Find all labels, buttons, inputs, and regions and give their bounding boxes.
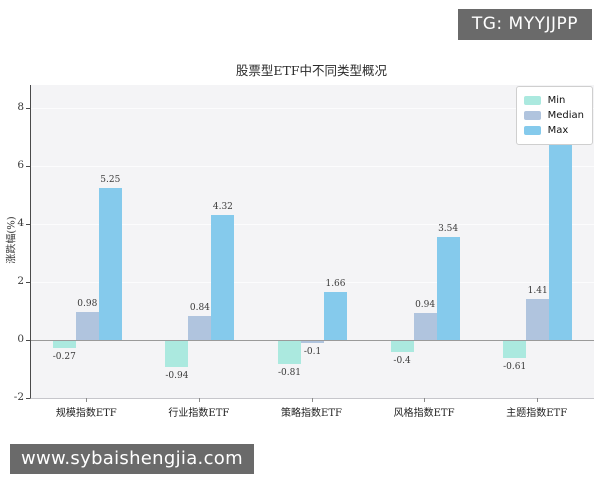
y-tick-label: 6 bbox=[17, 159, 24, 172]
bar-value-label: -0.61 bbox=[503, 361, 527, 372]
bar-max bbox=[436, 237, 460, 341]
bar-value-label: 0.94 bbox=[415, 299, 436, 310]
bar-value-label: 0.98 bbox=[77, 298, 98, 309]
watermark: www.sybaishengjia.com bbox=[10, 444, 254, 474]
bar-value-label: -0.27 bbox=[52, 351, 76, 362]
y-tick-mark bbox=[26, 398, 30, 399]
bar-max bbox=[549, 134, 573, 341]
x-tick-label: 规模指数ETF bbox=[55, 408, 117, 419]
gridline bbox=[31, 223, 594, 225]
y-tick-mark bbox=[26, 166, 30, 168]
legend-swatch-min bbox=[523, 96, 541, 105]
x-tick-mark bbox=[198, 398, 200, 402]
legend-label: Median bbox=[547, 110, 584, 121]
bar-value-label: 0.84 bbox=[189, 302, 210, 313]
bar-max bbox=[98, 187, 122, 341]
bar-min bbox=[503, 340, 527, 358]
bar-value-label: -0.1 bbox=[303, 346, 322, 357]
legend-item: Median bbox=[523, 109, 584, 122]
plot-area: -0.27 0.98 5.25 -0.94 0.84 4.32 -0.81 -0.1 1.66 -… bbox=[30, 85, 594, 399]
bar-median bbox=[188, 315, 212, 341]
x-tick-label: 主题指数ETF bbox=[506, 408, 568, 419]
bar-median bbox=[413, 312, 437, 341]
x-tick-mark bbox=[424, 398, 426, 402]
y-tick-mark bbox=[26, 224, 30, 226]
y-tick-label: 2 bbox=[17, 275, 24, 288]
x-tick-label: 行业指数ETF bbox=[168, 408, 230, 419]
y-tick-label: 0 bbox=[17, 333, 24, 346]
legend: Min Median Max bbox=[515, 86, 593, 145]
legend-swatch-median bbox=[523, 111, 541, 120]
legend-item: Min bbox=[523, 94, 584, 107]
legend-label: Min bbox=[547, 95, 566, 106]
y-tick-label: 4 bbox=[17, 217, 24, 230]
bar-value-label: -0.81 bbox=[277, 367, 302, 378]
bar-max bbox=[211, 214, 235, 341]
bar-value-label: -0.94 bbox=[165, 371, 189, 382]
x-tick-mark bbox=[536, 398, 538, 402]
bar-max bbox=[324, 291, 347, 341]
bar-value-label: 1.66 bbox=[325, 278, 346, 289]
bar-min bbox=[165, 340, 189, 368]
bar-value-label: 1.41 bbox=[527, 286, 548, 297]
x-tick-mark bbox=[86, 398, 88, 402]
bar-value-label: 4.32 bbox=[212, 201, 233, 212]
y-tick-label: 8 bbox=[17, 101, 24, 114]
legend-swatch-max bbox=[523, 126, 541, 135]
tg-badge: TG: MYYJJPP bbox=[457, 9, 592, 40]
chart-title: 股票型ETF中不同类型概况 bbox=[235, 63, 388, 78]
bar-min bbox=[390, 340, 414, 352]
x-tick-label: 策略指数ETF bbox=[281, 408, 342, 419]
x-tick-mark bbox=[311, 398, 313, 402]
bar-value-label: 5.25 bbox=[100, 174, 121, 185]
legend-label: Max bbox=[547, 125, 569, 136]
y-tick-mark bbox=[26, 282, 30, 284]
bar-median bbox=[75, 311, 99, 341]
bar-median bbox=[526, 299, 550, 341]
y-tick-mark bbox=[26, 340, 30, 342]
gridline bbox=[31, 165, 594, 167]
y-tick-label: -2 bbox=[13, 391, 24, 403]
bar-min bbox=[52, 340, 76, 348]
legend-item: Max bbox=[523, 124, 584, 137]
zero-line bbox=[31, 339, 594, 341]
y-tick-mark bbox=[26, 108, 30, 110]
gridline bbox=[31, 281, 594, 283]
x-tick-label: 风格指数ETF bbox=[393, 408, 455, 419]
bar-value-label: -0.4 bbox=[393, 355, 411, 366]
bar-median bbox=[301, 340, 324, 343]
bar-value-label: 3.54 bbox=[438, 224, 459, 235]
bar-min bbox=[278, 340, 301, 364]
gridline bbox=[31, 107, 594, 109]
